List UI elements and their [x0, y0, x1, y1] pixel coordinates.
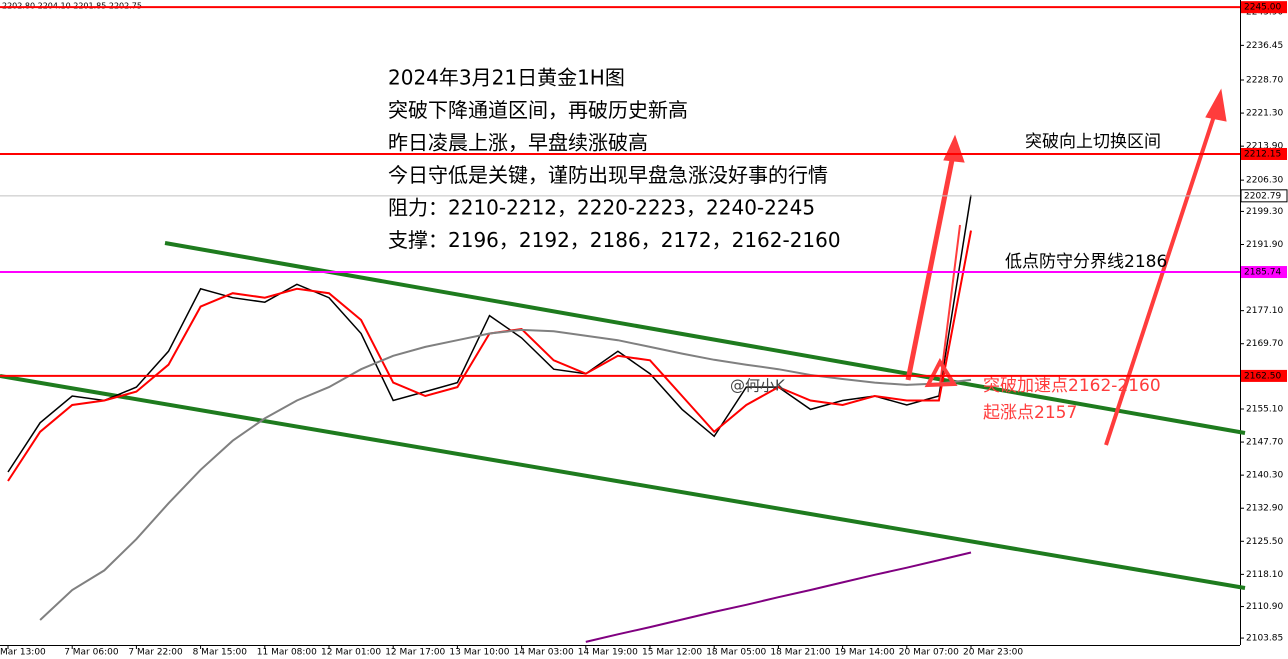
level-label-box [1241, 1, 1287, 14]
x-tick-label: 13 Mar 10:00 [449, 648, 509, 658]
arrow-shaft [905, 154, 956, 381]
x-tick-label: 18 Mar 05:00 [706, 648, 766, 658]
x-tick-label: 14 Mar 03:00 [514, 648, 574, 658]
arrow-shaft [1104, 109, 1218, 446]
annotation-line: 今日守低是关键，谨防出现早盘急涨没好事的行情 [388, 163, 828, 187]
label-start: 起涨点2157 [983, 403, 1077, 423]
x-tick-label: 12 Mar 17:00 [385, 648, 445, 658]
annotation-line: 支撑：2196，2192，2186，2172，2162-2160 [388, 228, 841, 252]
y-tick-label: 2206.30 [1246, 176, 1283, 186]
y-tick-label: 2191.90 [1246, 240, 1283, 250]
level-label-box [1241, 369, 1287, 382]
level-label: 2212.15 [1244, 149, 1281, 159]
level-label: 2245.00 [1244, 3, 1281, 13]
annotation-line: 昨日凌晨上涨，早盘续涨破高 [388, 131, 648, 155]
arrow-head [1205, 88, 1227, 122]
y-tick-label: 2228.70 [1246, 76, 1283, 86]
x-tick-label: 7 Mar 22:00 [128, 648, 183, 658]
level-label-box [1241, 266, 1287, 279]
channel-lower [0, 374, 1246, 590]
x-tick-label: 18 Mar 21:00 [770, 648, 830, 658]
x-tick-label: 14 Mar 19:00 [578, 648, 638, 658]
arrows [905, 88, 1227, 446]
arrow-line [939, 224, 961, 386]
annotation-line: 突破下降通道区间，再破历史新高 [388, 98, 688, 122]
triangle [924, 358, 958, 388]
y-tick-label: 2103.85 [1246, 634, 1283, 644]
y-tick-label: 2221.30 [1246, 109, 1283, 119]
y-tick-label: 2147.70 [1246, 438, 1283, 448]
series-line [585, 551, 972, 643]
x-tick-label: 20 Mar 07:00 [899, 648, 959, 658]
x-tick-label: 12 Mar 01:00 [321, 648, 381, 658]
level-label-box [1241, 147, 1287, 160]
y-tick-label: 2110.90 [1246, 602, 1283, 612]
label-breakout: 突破加速点2162-2160 [983, 376, 1161, 396]
x-tick-label: 19 Mar 14:00 [835, 648, 895, 658]
annotation-line: 2024年3月21日黄金1H图 [388, 66, 625, 90]
channel-upper [164, 241, 1246, 435]
x-tick-label: 7 Mar 06:00 [64, 648, 119, 658]
y-tick-label: 2236.45 [1246, 41, 1283, 51]
y-tick-label: 2140.30 [1246, 471, 1283, 481]
annotation: 2024年3月21日黄金1H图突破下降通道区间，再破历史新高昨日凌晨上涨，早盘续… [388, 66, 841, 253]
x-tick-label: 20 Mar 23:00 [963, 648, 1023, 658]
y-tick-label: 2169.70 [1246, 339, 1283, 349]
y-tick-label: 2125.50 [1246, 537, 1283, 547]
y-tick-label: 2199.30 [1246, 207, 1283, 217]
arrow-head [943, 134, 965, 163]
label-defense: 低点防守分界线2186 [1005, 252, 1167, 272]
x-tick-label: Mar 13:00 [0, 648, 46, 658]
y-tick-label: 2132.90 [1246, 504, 1283, 514]
level-label: 2162.50 [1244, 371, 1281, 381]
level-label: 2185.74 [1244, 268, 1281, 278]
watermark: @何小K [730, 377, 786, 395]
x-tick-label: 15 Mar 12:00 [642, 648, 702, 658]
ohlc-header: 2202.80 2204.10 2201.85 2202.75 [2, 2, 142, 11]
label-switch: 突破向上切换区间 [1025, 132, 1161, 152]
series-line [7, 194, 972, 473]
level-label: 2202.79 [1244, 191, 1281, 201]
x-tick-label: 11 Mar 08:00 [257, 648, 317, 658]
y-tick-label: 2213.90 [1246, 142, 1283, 152]
y-tick-label: 2177.10 [1246, 306, 1283, 316]
x-tick-label: 8 Mar 15:00 [193, 648, 248, 658]
annotation-line: 阻力：2210-2212，2220-2223，2240-2245 [388, 196, 815, 220]
y-tick-label: 2118.10 [1246, 570, 1283, 580]
level-label-box [1240, 189, 1288, 203]
y-tick-label: 2155.10 [1246, 404, 1283, 414]
